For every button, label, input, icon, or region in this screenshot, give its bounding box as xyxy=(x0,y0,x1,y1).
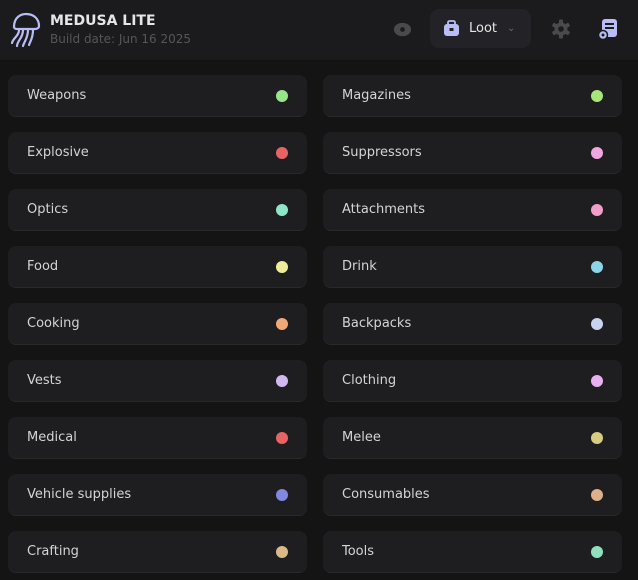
category-weapons[interactable]: Weapons xyxy=(8,75,307,117)
color-dot xyxy=(276,317,288,330)
category-backpacks[interactable]: Backpacks xyxy=(323,303,622,345)
color-dot xyxy=(276,146,288,159)
color-dot xyxy=(591,431,603,444)
color-dot xyxy=(591,317,603,330)
category-grid: Weapons Magazines Explosive Suppressors Opti… xyxy=(8,75,622,573)
category-magazines[interactable]: Magazines xyxy=(323,75,622,117)
eye-icon[interactable] xyxy=(393,20,412,39)
category-label: Clothing xyxy=(342,373,397,388)
category-consumables[interactable]: Consumables xyxy=(323,474,622,516)
category-label: Suppressors xyxy=(342,145,422,160)
color-dot xyxy=(591,545,603,558)
category-label: Vests xyxy=(27,373,62,388)
color-dot xyxy=(276,89,288,102)
briefcase-icon xyxy=(444,20,459,36)
color-dot xyxy=(276,488,288,501)
category-vehicle-supplies[interactable]: Vehicle supplies xyxy=(8,474,307,516)
category-label: Melee xyxy=(342,430,381,445)
category-medical[interactable]: Medical xyxy=(8,417,307,459)
category-label: Tools xyxy=(342,544,375,559)
category-label: Drink xyxy=(342,259,377,274)
category-label: Backpacks xyxy=(342,316,412,331)
color-dot xyxy=(276,260,288,273)
category-label: Optics xyxy=(27,202,69,217)
mode-label: Loot xyxy=(469,21,498,36)
color-dot xyxy=(591,203,603,216)
build-date: Build date: Jun 16 2025 xyxy=(50,32,192,46)
app-title: MEDUSA LITE xyxy=(50,13,156,29)
category-drink[interactable]: Drink xyxy=(323,246,622,288)
color-dot xyxy=(276,431,288,444)
category-food[interactable]: Food xyxy=(8,246,307,288)
category-crafting[interactable]: Crafting xyxy=(8,531,307,573)
category-label: Consumables xyxy=(342,487,430,502)
category-cooking[interactable]: Cooking xyxy=(8,303,307,345)
category-optics[interactable]: Optics xyxy=(8,189,307,231)
category-vests[interactable]: Vests xyxy=(8,360,307,402)
category-label: Cooking xyxy=(27,316,80,331)
jellyfish-logo-icon xyxy=(10,12,41,48)
category-suppressors[interactable]: Suppressors xyxy=(323,132,622,174)
category-label: Explosive xyxy=(27,145,89,160)
chevron-down-icon: ⌄ xyxy=(507,23,516,34)
mode-dropdown[interactable]: Loot ⌄ xyxy=(430,9,531,48)
category-tools[interactable]: Tools xyxy=(323,531,622,573)
color-dot xyxy=(276,545,288,558)
category-attachments[interactable]: Attachments xyxy=(323,189,622,231)
category-label: Magazines xyxy=(342,88,411,103)
color-dot xyxy=(591,488,603,501)
document-settings-icon[interactable] xyxy=(598,18,618,40)
category-clothing[interactable]: Clothing xyxy=(323,360,622,402)
header: MEDUSA LITE Build date: Jun 16 2025 Loot… xyxy=(0,0,638,61)
color-dot xyxy=(276,203,288,216)
category-label: Food xyxy=(27,259,59,274)
category-melee[interactable]: Melee xyxy=(323,417,622,459)
category-label: Weapons xyxy=(27,88,87,103)
category-label: Vehicle supplies xyxy=(27,487,132,502)
color-dot xyxy=(591,89,603,102)
color-dot xyxy=(276,374,288,387)
category-label: Medical xyxy=(27,430,77,445)
color-dot xyxy=(591,374,603,387)
color-dot xyxy=(591,146,603,159)
category-label: Attachments xyxy=(342,202,425,217)
category-label: Crafting xyxy=(27,544,79,559)
color-dot xyxy=(591,260,603,273)
category-explosive[interactable]: Explosive xyxy=(8,132,307,174)
gear-icon[interactable] xyxy=(551,19,571,39)
